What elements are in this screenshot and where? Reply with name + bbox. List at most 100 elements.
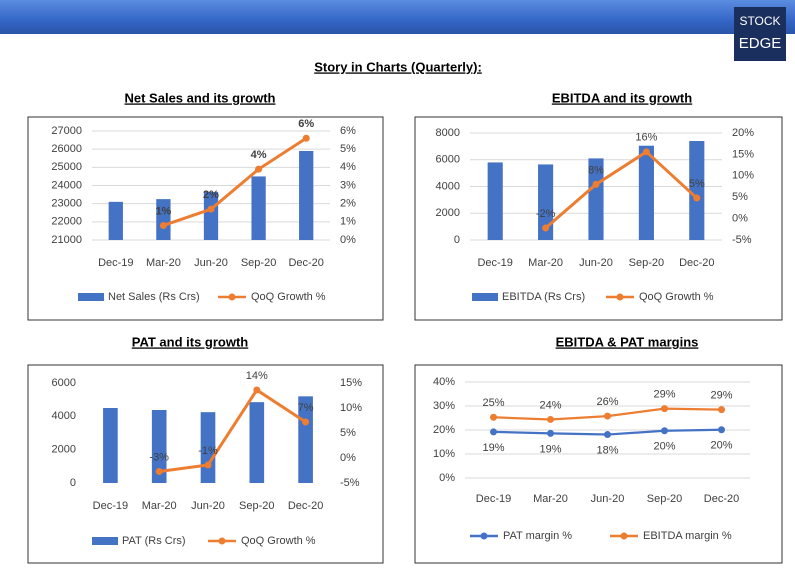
legend-swatch (218, 537, 226, 545)
x-tick-label: Jun-20 (591, 493, 625, 505)
line (159, 387, 307, 473)
legend-label: PAT margin % (503, 530, 572, 542)
y2-tick-label: 0% (340, 452, 356, 464)
point (592, 180, 600, 188)
bar (251, 176, 266, 240)
point (155, 468, 163, 475)
data-label: 6% (298, 118, 314, 130)
bar (638, 145, 654, 240)
data-label: 7% (298, 402, 314, 414)
y-tick-label: 0% (439, 472, 455, 484)
bar (689, 141, 705, 240)
x-tick-label: Dec-19 (477, 257, 512, 269)
y2-tick-label: 10% (340, 402, 362, 414)
bar (156, 199, 171, 240)
y-tick-label: 0 (70, 477, 76, 489)
y-tick-label: 30% (433, 400, 455, 412)
chart-title: EBITDA & PAT margins (556, 334, 699, 349)
y2-tick-label: 3% (340, 179, 356, 191)
point (547, 415, 554, 423)
y2-tick-label: 1% (340, 216, 356, 228)
x-tick-label: Jun-20 (579, 257, 613, 269)
y-tick-label: 4000 (436, 180, 460, 192)
data-label: 24% (539, 399, 561, 411)
x-tick-label: Mar-20 (142, 500, 177, 512)
legend-label: EBITDA margin % (643, 530, 732, 542)
bar (588, 158, 604, 240)
y-tick-label: 22000 (51, 216, 82, 228)
x-tick-label: Sep-20 (239, 500, 274, 512)
y-tick-label: 2000 (436, 207, 460, 219)
x-tick-label: Mar-20 (533, 493, 568, 505)
y2-tick-label: 6% (340, 125, 356, 137)
y-tick-label: 21000 (51, 234, 82, 246)
legend-swatch (472, 293, 498, 301)
x-tick-label: Jun-20 (191, 500, 225, 512)
chart-title: EBITDA and its growth (552, 90, 692, 105)
x-tick-label: Mar-20 (146, 257, 181, 269)
bar (108, 201, 123, 240)
data-label: 19% (482, 442, 504, 454)
y2-tick-label: 2% (340, 198, 356, 210)
data-label: -3% (149, 451, 169, 463)
line (544, 149, 698, 230)
bar (203, 191, 219, 240)
point (661, 427, 668, 435)
data-label: 26% (596, 396, 618, 408)
y2-tick-label: 15% (732, 148, 754, 160)
x-tick-label: Mar-20 (528, 257, 563, 269)
x-tick-label: Sep-20 (241, 257, 276, 269)
point (255, 165, 263, 173)
data-label: 8% (588, 164, 604, 176)
point (490, 413, 497, 421)
legend-label: Net Sales (Rs Crs) (108, 291, 200, 303)
point (253, 386, 261, 394)
y-tick-label: 27000 (51, 125, 82, 137)
y2-tick-label: 4% (340, 161, 356, 173)
page-heading: Story in Charts (Quarterly): (314, 59, 482, 74)
y-tick-label: 40% (433, 376, 455, 388)
bar (151, 410, 167, 483)
chart-title: PAT and its growth (132, 334, 249, 349)
bar (249, 402, 265, 483)
legend-label: QoQ Growth % (639, 291, 714, 303)
y2-tick-label: 0% (732, 213, 748, 225)
data-label: 2% (203, 189, 219, 201)
y2-tick-label: 5% (340, 143, 356, 155)
y-tick-label: 6000 (436, 154, 460, 166)
y-tick-label: 4000 (52, 410, 76, 422)
point (547, 429, 554, 437)
point (718, 426, 725, 434)
point (542, 224, 550, 232)
x-tick-label: Dec-19 (93, 500, 128, 512)
legend-swatch (78, 293, 104, 301)
legend-label: QoQ Growth % (241, 535, 316, 547)
bar (538, 164, 554, 240)
point (693, 194, 701, 202)
x-tick-label: Dec-20 (679, 257, 714, 269)
x-tick-label: Dec-19 (476, 493, 511, 505)
legend-swatch (228, 293, 236, 301)
y-tick-label: 26000 (51, 143, 82, 155)
x-tick-label: Jun-20 (194, 257, 228, 269)
y-tick-label: 10% (433, 448, 455, 460)
point (207, 205, 215, 213)
y2-tick-label: 15% (340, 377, 362, 389)
bar (103, 408, 118, 483)
data-label: 14% (246, 370, 268, 382)
data-label: -2% (536, 208, 556, 220)
point (302, 134, 310, 142)
point (490, 428, 497, 436)
point (604, 431, 611, 439)
data-label: 18% (596, 444, 618, 456)
x-tick-label: Dec-19 (98, 257, 133, 269)
legend-label: QoQ Growth % (251, 291, 326, 303)
y2-tick-label: 5% (340, 427, 356, 439)
y2-tick-label: 5% (732, 191, 748, 203)
y-tick-label: 25000 (51, 161, 82, 173)
data-label: 4% (251, 149, 267, 161)
y2-tick-label: 20% (732, 127, 754, 139)
x-tick-label: Sep-20 (629, 257, 664, 269)
